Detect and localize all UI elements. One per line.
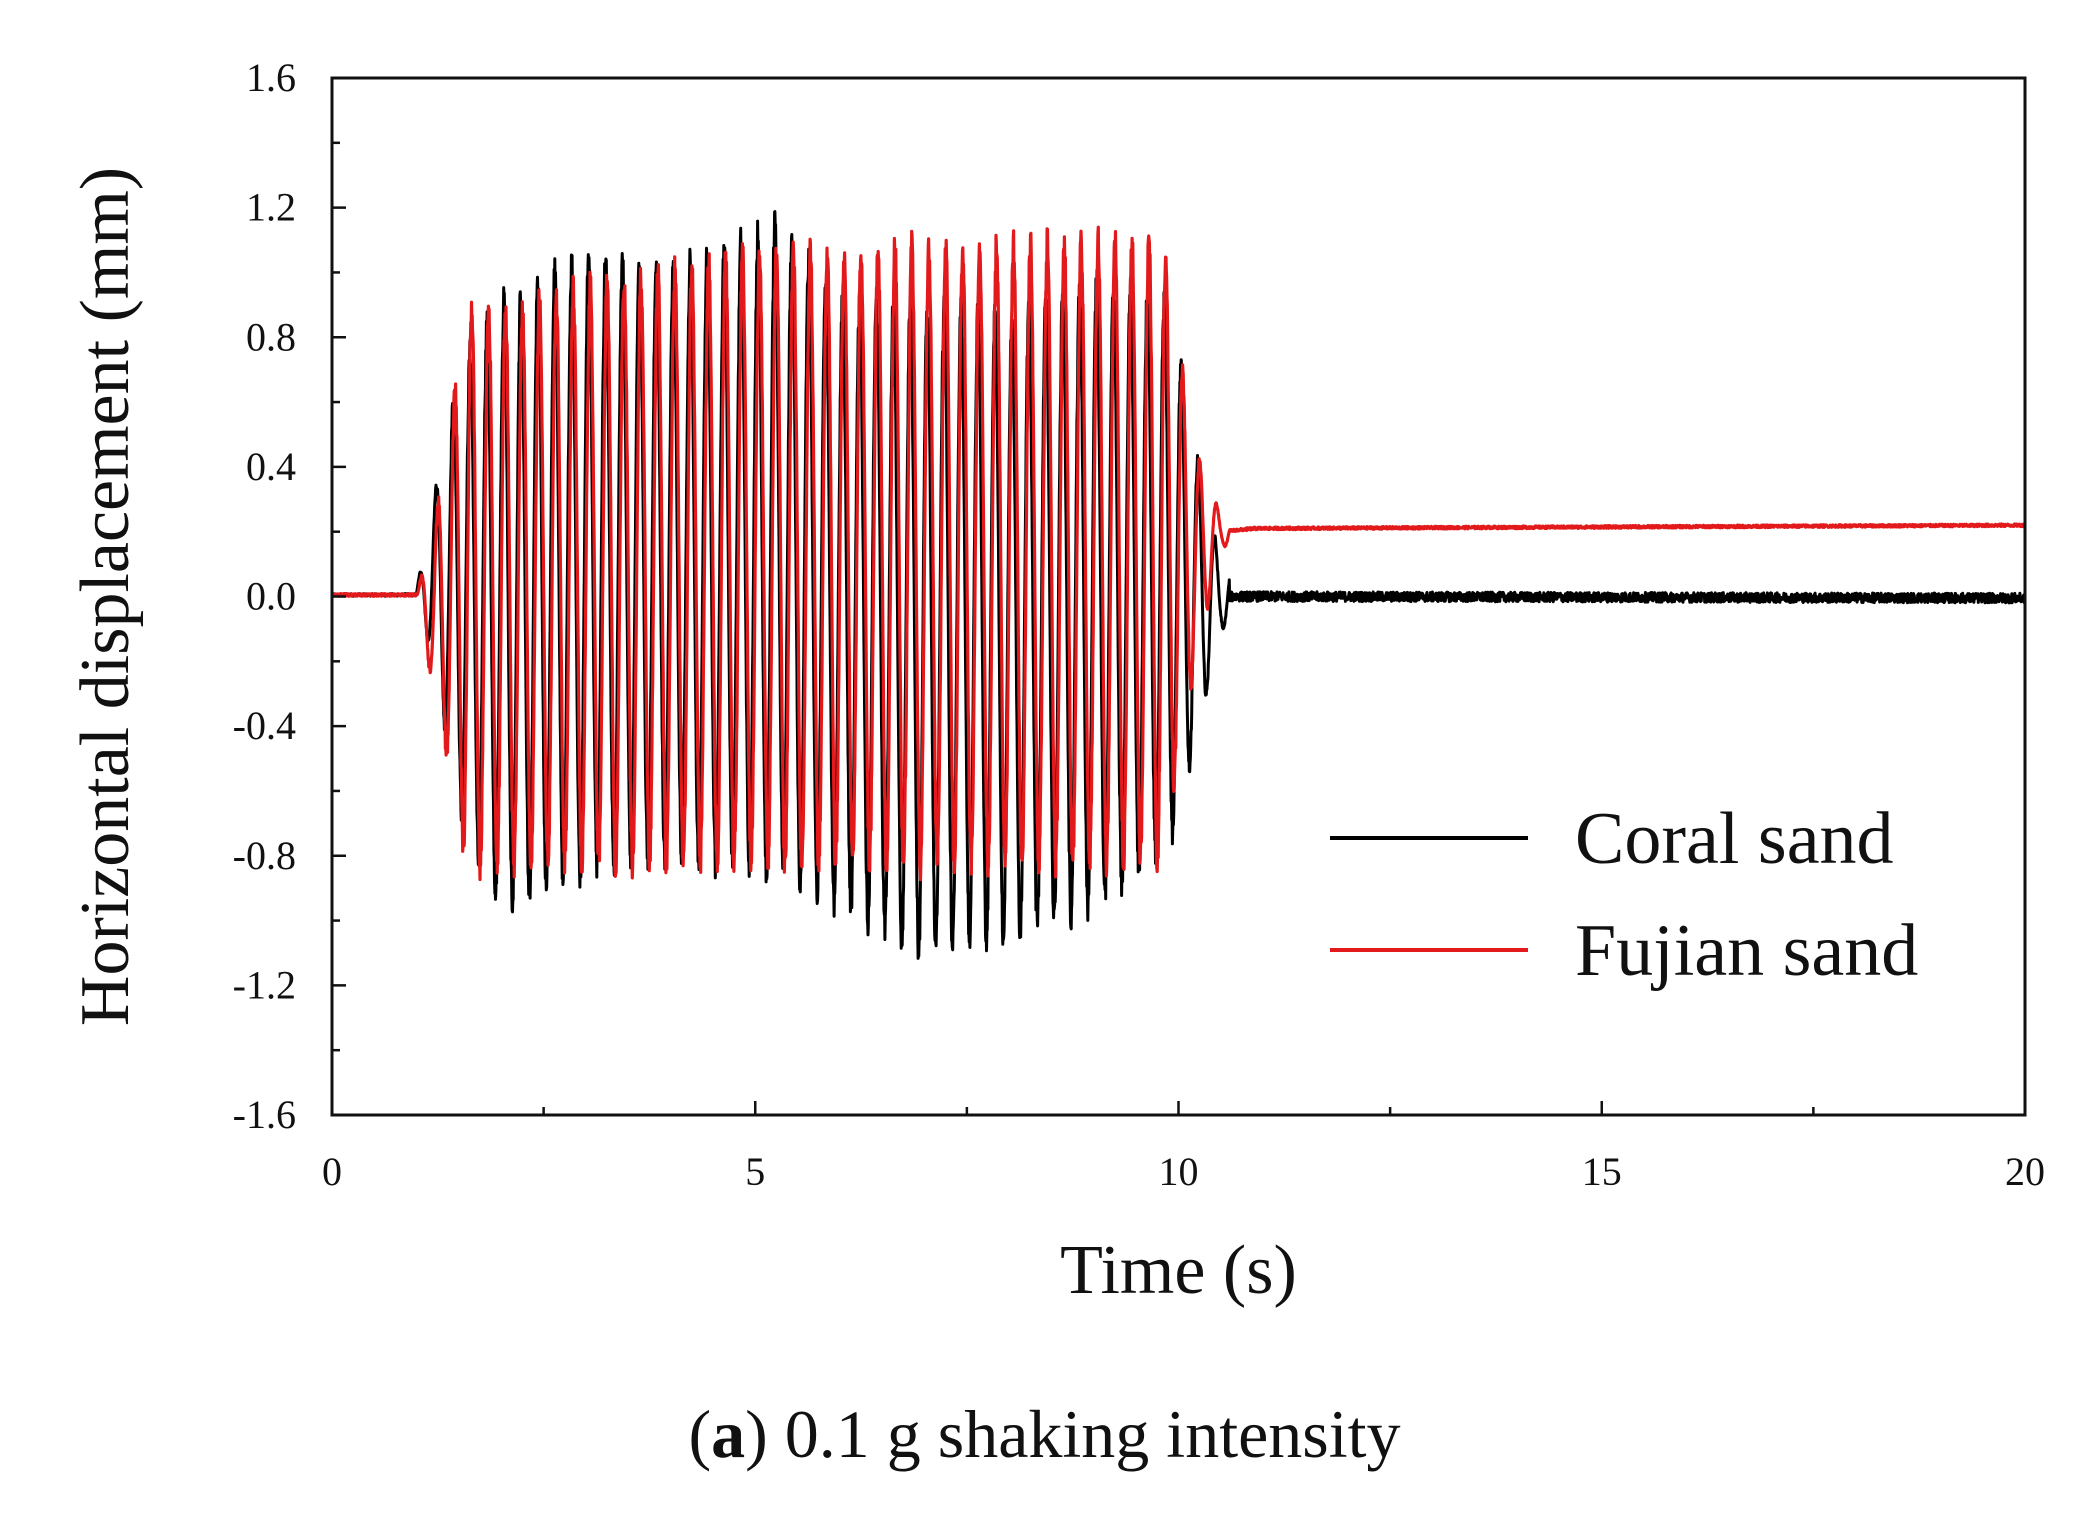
y-tick-label: 0.8 <box>246 314 296 359</box>
x-tick-label: 5 <box>745 1149 765 1194</box>
y-tick-label: 0.4 <box>246 444 296 489</box>
y-tick-label: -0.8 <box>233 833 296 878</box>
x-tick-label: 20 <box>2005 1149 2045 1194</box>
legend: Coral sand Fujian sand <box>1330 798 1918 992</box>
legend-label: Coral sand <box>1575 798 1894 880</box>
x-axis-title: Time (s) <box>1060 1232 1297 1309</box>
y-tick-label: -1.2 <box>233 962 296 1007</box>
series-line-fujian-sand <box>332 225 2025 882</box>
x-tick-label: 15 <box>1582 1149 1622 1194</box>
legend-label: Fujian sand <box>1575 910 1918 992</box>
caption-text: 0.1 g shaking intensity <box>767 1396 1401 1472</box>
y-axis-title: Horizontal displacement (mm) <box>67 167 144 1026</box>
y-tick-label: 1.6 <box>246 55 296 100</box>
caption-open-paren: ( <box>688 1396 712 1472</box>
x-tick-label: 10 <box>1159 1149 1199 1194</box>
caption-panel-letter: a <box>711 1396 746 1472</box>
y-tick-label: -1.6 <box>233 1092 296 1137</box>
y-tick-label: -0.4 <box>233 703 296 748</box>
caption-close-paren: ) <box>745 1396 768 1472</box>
y-tick-label: 0.0 <box>246 574 296 619</box>
y-tick-label: 1.2 <box>246 185 296 230</box>
x-tick-label: 0 <box>322 1149 342 1194</box>
figure-caption: (a) 0.1 g shaking intensity <box>0 1395 2089 1474</box>
